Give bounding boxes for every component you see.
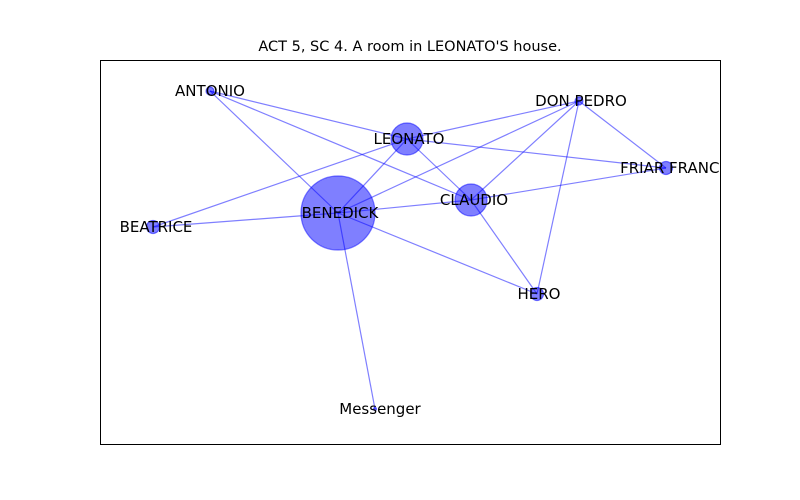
- node-leonato[interactable]: [390, 122, 424, 156]
- edge-antonio-leonato: [209, 90, 408, 140]
- node-label-hero: HERO: [518, 285, 561, 303]
- node-label-claudio: CLAUDIO: [440, 191, 508, 209]
- edge-leonato-beatrice: [152, 138, 408, 228]
- node-label-friar_francis: FRIAR FRANCI: [620, 159, 724, 177]
- node-label-messenger: Messenger: [339, 400, 421, 418]
- node-messenger[interactable]: [372, 406, 378, 412]
- node-label-antonio: ANTONIO: [175, 82, 245, 100]
- node-label-benedick: BENEDICK: [302, 204, 380, 222]
- edge-don_pedro-benedick: [337, 100, 580, 214]
- edge-don_pedro-friar_francis: [578, 100, 667, 169]
- node-don_pedro[interactable]: [574, 96, 584, 106]
- node-benedick[interactable]: [300, 175, 376, 251]
- nodes-layer: [145, 86, 674, 412]
- labels-layer: ANTONIO DON PEDRO LEONATO FRIAR FRANCI CLAUD…: [120, 82, 724, 418]
- edge-don_pedro-claudio: [470, 100, 580, 201]
- node-hero[interactable]: [529, 286, 545, 302]
- edge-don_pedro-leonato: [406, 100, 580, 140]
- node-friar_francis[interactable]: [658, 160, 674, 176]
- node-claudio[interactable]: [454, 183, 488, 217]
- plot-frame: [100, 60, 721, 445]
- node-label-beatrice: BEATRICE: [120, 218, 193, 236]
- node-antonio[interactable]: [205, 86, 215, 96]
- edge-don_pedro-hero: [536, 100, 580, 295]
- node-beatrice[interactable]: [145, 219, 161, 235]
- edge-leonato-friar_francis: [406, 138, 667, 169]
- node-label-don_pedro: DON PEDRO: [535, 92, 627, 110]
- edge-claudio-friar_francis: [470, 167, 667, 201]
- chart-title: ACT 5, SC 4. A room in LEONATO'S house.: [258, 39, 561, 55]
- node-label-leonato: LEONATO: [374, 130, 445, 148]
- edge-claudio-hero: [470, 199, 538, 295]
- edge-antonio-claudio: [209, 90, 472, 201]
